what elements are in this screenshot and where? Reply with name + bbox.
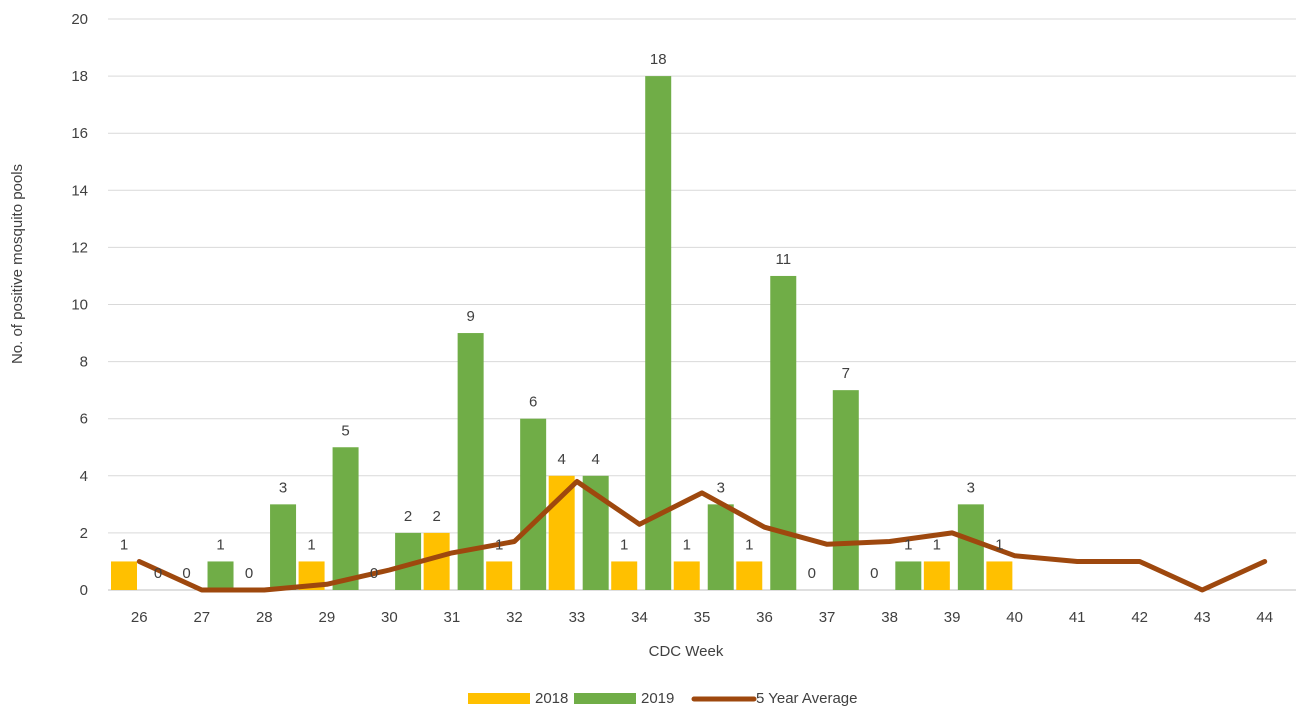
bar-2019 — [895, 561, 922, 590]
y-tick-label: 18 — [71, 68, 88, 85]
y-tick-label: 14 — [71, 182, 88, 199]
data-label-2018: 0 — [370, 565, 378, 582]
data-label-2018: 0 — [808, 565, 816, 582]
bar-2018 — [736, 561, 763, 590]
bar-2018 — [923, 561, 950, 590]
data-label-2018: 0 — [870, 565, 878, 582]
x-tick-label: 34 — [631, 609, 648, 626]
data-label-2019: 9 — [466, 308, 474, 325]
legend-swatch-2019 — [574, 693, 636, 704]
bar-2018 — [673, 561, 700, 590]
gridlines — [108, 18, 1296, 591]
bar-2019 — [957, 504, 984, 590]
x-tick-label: 31 — [444, 609, 461, 626]
data-label-2018: 1 — [120, 536, 128, 553]
y-tick-label: 20 — [71, 11, 88, 28]
data-label-2019: 6 — [529, 394, 537, 411]
x-tick-label: 41 — [1069, 609, 1086, 626]
data-label-2019: 18 — [650, 51, 667, 68]
y-axis-title: No. of positive mosquito pools — [9, 164, 26, 364]
legend: 2018 2019 5 Year Average — [468, 690, 857, 707]
data-label-2019: 3 — [279, 479, 287, 496]
x-tick-label: 38 — [881, 609, 898, 626]
x-tick-label: 37 — [819, 609, 836, 626]
data-label-2018: 2 — [432, 508, 440, 525]
data-label-2018: 1 — [620, 536, 628, 553]
y-tick-label: 4 — [80, 468, 88, 485]
data-label-2018: 1 — [683, 536, 691, 553]
bar-2019 — [770, 275, 797, 590]
data-label-2019: 7 — [842, 365, 850, 382]
data-label-2018: 1 — [933, 536, 941, 553]
x-tick-label: 28 — [256, 609, 273, 626]
y-axis-ticks: 0 2 4 6 8 10 12 14 16 18 20 — [71, 11, 88, 599]
legend-label-5-year-average: 5 Year Average — [756, 690, 857, 707]
data-label-2018: 0 — [245, 565, 253, 582]
bar-2019 — [832, 390, 859, 590]
legend-label-2018: 2018 — [535, 690, 568, 707]
x-tick-label: 44 — [1256, 609, 1273, 626]
x-tick-label: 29 — [318, 609, 335, 626]
bar-2019 — [707, 504, 734, 590]
x-tick-label: 42 — [1131, 609, 1148, 626]
y-tick-label: 0 — [80, 582, 88, 599]
x-tick-label: 35 — [694, 609, 711, 626]
data-label-2018: 0 — [182, 565, 190, 582]
y-tick-label: 12 — [71, 239, 88, 256]
data-label-2018: 1 — [745, 536, 753, 553]
y-tick-label: 16 — [71, 125, 88, 142]
average-line — [136, 479, 1268, 593]
data-label-2018: 4 — [558, 451, 566, 468]
y-tick-label: 8 — [80, 354, 88, 371]
data-label-2019: 1 — [904, 536, 912, 553]
y-tick-label: 2 — [80, 525, 88, 542]
data-label-2018: 1 — [995, 536, 1003, 553]
x-tick-label: 32 — [506, 609, 523, 626]
data-label-2019: 5 — [341, 422, 349, 439]
bar-2018 — [986, 561, 1013, 590]
x-tick-label: 43 — [1194, 609, 1211, 626]
line-5-year-average — [136, 479, 1268, 593]
x-tick-label: 39 — [944, 609, 961, 626]
legend-swatch-2018 — [468, 693, 530, 704]
x-tick-label: 27 — [193, 609, 210, 626]
data-label-2019: 1 — [216, 536, 224, 553]
bar-2019 — [207, 561, 234, 590]
data-label-2019: 11 — [775, 251, 791, 268]
x-tick-label: 33 — [569, 609, 586, 626]
x-axis-ticks: 26 27 28 29 30 31 32 33 34 35 36 37 38 39 40 41 42 43 44 — [131, 609, 1273, 626]
x-axis-title: CDC Week — [649, 643, 724, 660]
bar-2019 — [645, 76, 672, 591]
data-label-2019: 0 — [154, 565, 162, 582]
data-label-2018: 1 — [495, 536, 503, 553]
x-tick-label: 30 — [381, 609, 398, 626]
x-tick-label: 36 — [756, 609, 773, 626]
data-label-2019: 3 — [717, 479, 725, 496]
x-tick-label: 26 — [131, 609, 148, 626]
y-tick-label: 10 — [71, 297, 88, 314]
bar-2018 — [111, 561, 137, 590]
bar-2019 — [270, 504, 297, 590]
data-label-2019: 3 — [967, 479, 975, 496]
x-tick-label: 40 — [1006, 609, 1023, 626]
data-label-2019: 4 — [592, 451, 600, 468]
bars — [111, 76, 1013, 591]
data-label-2018: 1 — [307, 536, 315, 553]
y-tick-label: 6 — [80, 411, 88, 428]
data-label-2019: 2 — [404, 508, 412, 525]
bar-2018 — [486, 561, 513, 590]
legend-label-2019: 2019 — [641, 690, 674, 707]
bar-2018 — [611, 561, 638, 590]
bar-2019 — [520, 418, 547, 590]
bar-2019 — [332, 447, 359, 590]
